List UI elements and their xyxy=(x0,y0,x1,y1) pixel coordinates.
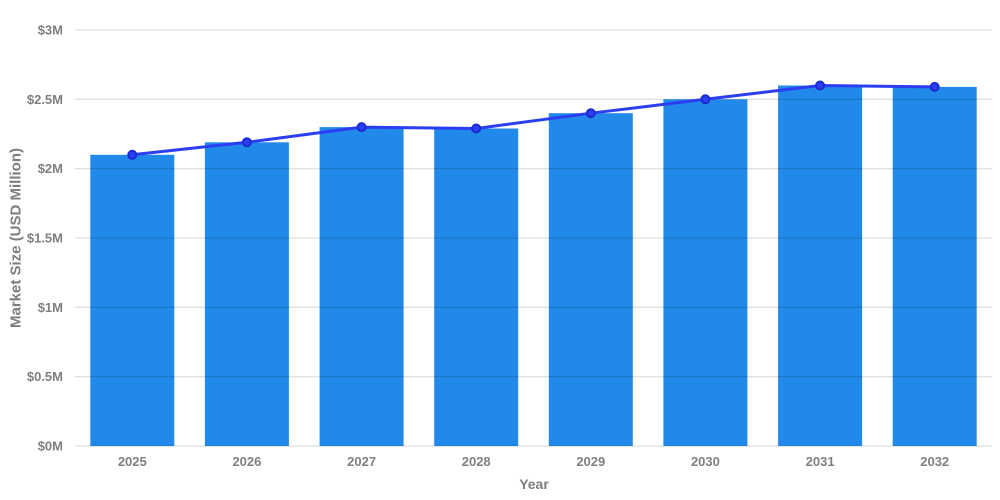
data-point-2026 xyxy=(241,137,252,148)
y-tick-label: $0M xyxy=(38,439,63,454)
bar-2029 xyxy=(548,113,633,446)
bar-2026 xyxy=(204,142,289,447)
trend-line xyxy=(130,84,937,157)
y-tick-label: $3M xyxy=(38,23,63,38)
x-tick-label-2031: 2031 xyxy=(806,454,835,469)
x-tick-label-2026: 2026 xyxy=(232,454,261,469)
bar-2032 xyxy=(892,86,977,447)
y-tick-label: $1.5M xyxy=(27,231,63,246)
bar-2027 xyxy=(319,127,404,446)
y-axis-title: Market Size (USD Million) xyxy=(7,147,25,329)
x-tick-label-2027: 2027 xyxy=(347,454,376,469)
data-point-2030 xyxy=(700,94,711,105)
data-point-2028 xyxy=(471,123,482,134)
bar-2025 xyxy=(90,154,175,447)
data-point-2032 xyxy=(929,81,940,92)
y-tick-label: $0.5M xyxy=(27,369,63,384)
y-tick-label: $2M xyxy=(38,161,63,176)
data-point-2027 xyxy=(356,122,367,133)
bar-2031 xyxy=(778,85,863,446)
x-axis-title: Year xyxy=(519,476,549,492)
data-point-2025 xyxy=(127,149,138,160)
data-point-2031 xyxy=(815,80,826,91)
x-tick-label-2032: 2032 xyxy=(920,454,949,469)
x-tick-label-2029: 2029 xyxy=(576,454,605,469)
bar-2030 xyxy=(663,99,748,447)
data-point-2029 xyxy=(585,108,596,119)
x-tick-label-2028: 2028 xyxy=(462,454,491,469)
x-tick-label-2025: 2025 xyxy=(118,454,147,469)
bar-2028 xyxy=(434,128,519,446)
y-tick-label: $2.5M xyxy=(27,92,63,107)
y-tick-label: $1M xyxy=(38,300,63,315)
x-tick-label-2030: 2030 xyxy=(691,454,720,469)
